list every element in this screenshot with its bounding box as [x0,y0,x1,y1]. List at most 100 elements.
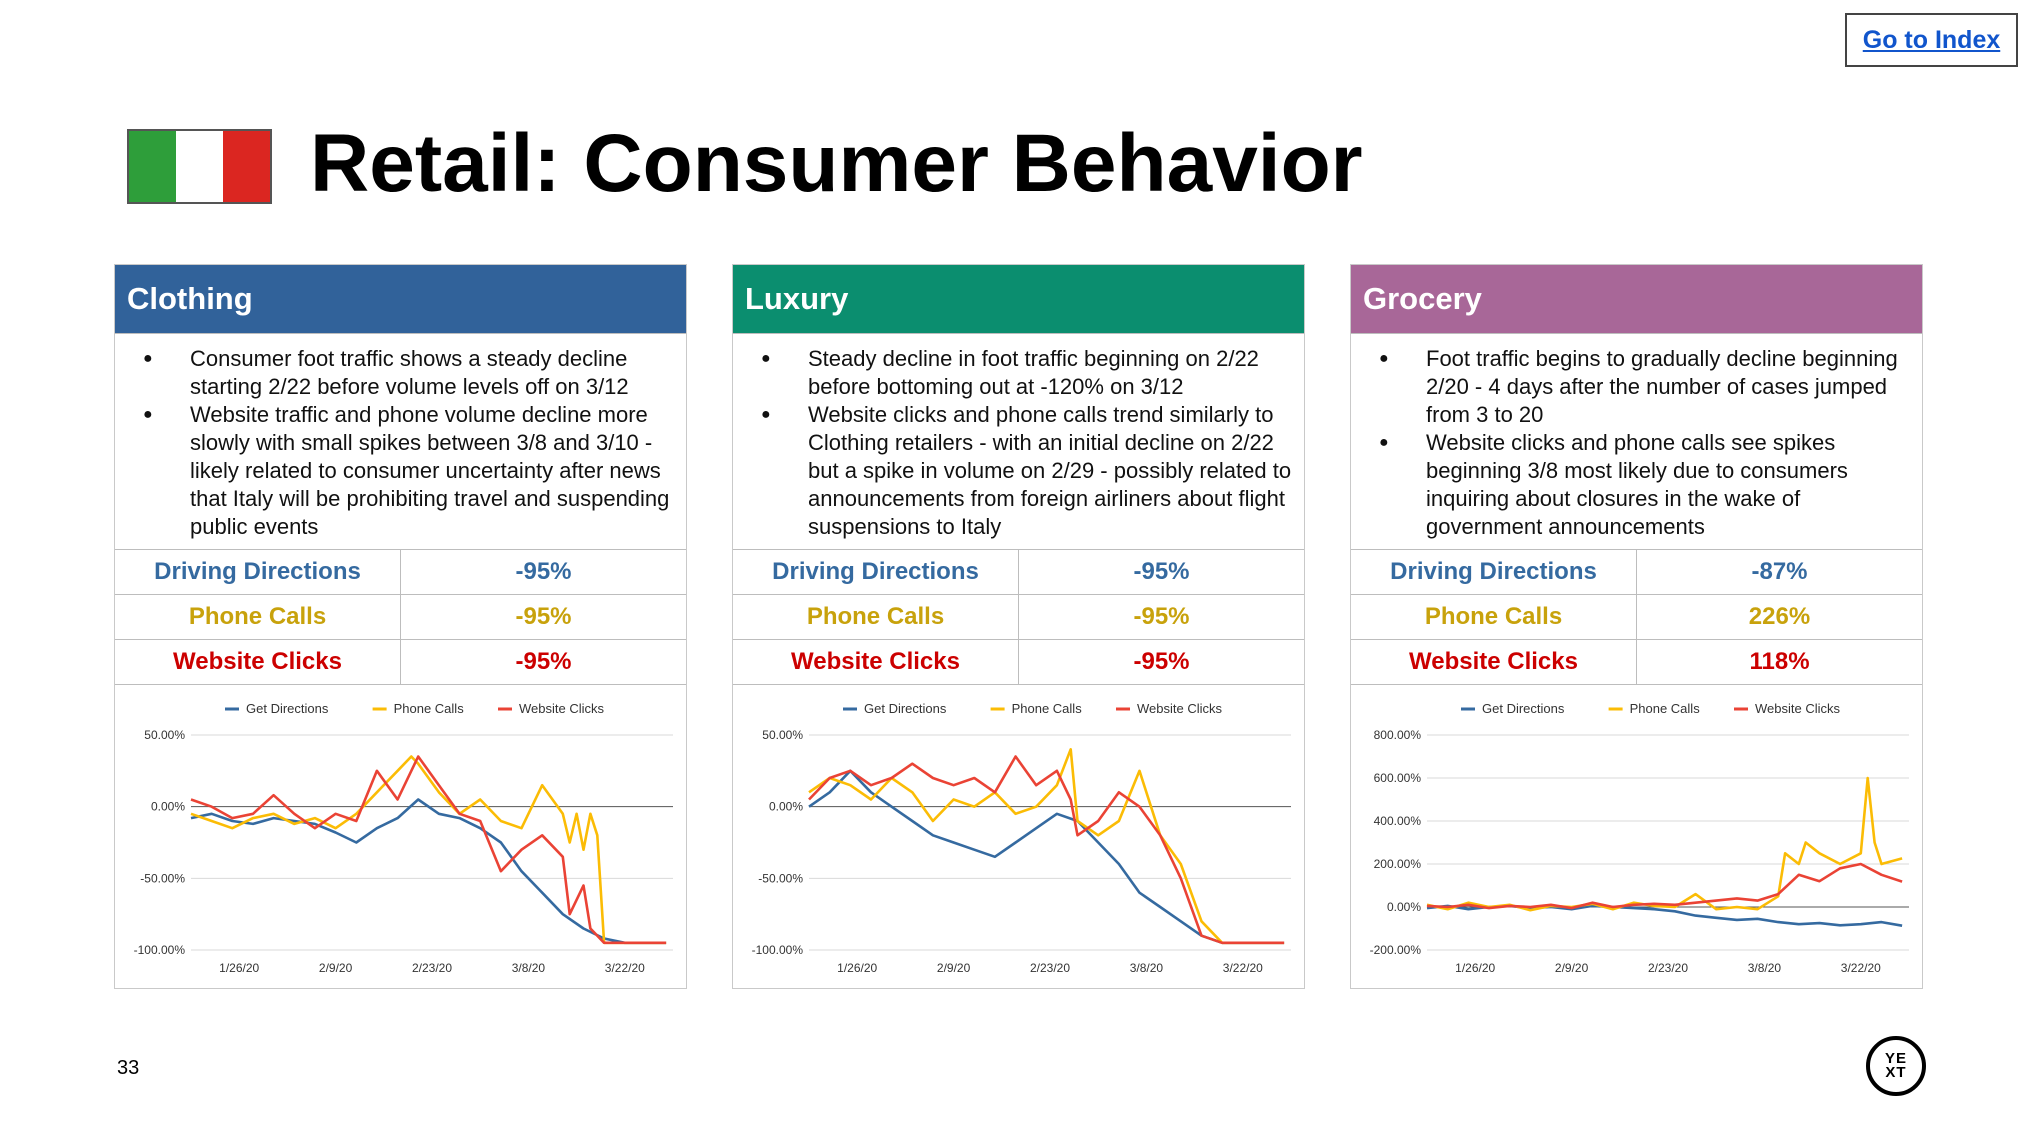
stats-table: Driving Directions -87% Phone Calls 226%… [1351,550,1922,685]
y-tick-label: 200.00% [1374,857,1422,871]
y-tick-label: 600.00% [1374,771,1422,785]
line-chart-luxury: Get Directions Phone Calls Website Clicks 5… [752,701,1291,975]
card-description: Steady decline in foot traffic beginning… [733,333,1304,550]
stat-label: Driving Directions [115,550,401,595]
card-title: Clothing [115,265,686,333]
stat-value: -95% [1018,594,1304,640]
x-tick-label: 2/23/20 [1030,961,1070,975]
legend-label: Website Clicks [1755,701,1841,716]
legend-label: Phone Calls [1630,701,1701,716]
legend-label: Get Directions [1482,701,1565,716]
legend-label: Phone Calls [394,701,465,716]
stats-table: Driving Directions -95% Phone Calls -95%… [115,550,686,685]
stat-label: Website Clicks [115,639,401,685]
stat-row-directions: Driving Directions -95% [115,550,686,595]
x-tick-label: 3/8/20 [512,961,546,975]
logo-text-top: YE [1884,1050,1907,1067]
stat-row-phone: Phone Calls -95% [733,594,1304,640]
legend-label: Website Clicks [1137,701,1223,716]
x-tick-label: 2/23/20 [412,961,452,975]
chart-container: Get Directions Phone Calls Website Clicks 5… [115,685,686,985]
x-tick-label: 1/26/20 [837,961,877,975]
flag-stripe-red [223,131,270,202]
stat-row-web: Website Clicks -95% [115,639,686,685]
x-tick-label: 2/9/20 [1555,961,1589,975]
series-line-get-directions [1426,904,1903,927]
stat-label: Phone Calls [1351,594,1637,640]
x-tick-label: 2/9/20 [319,961,353,975]
x-tick-label: 2/23/20 [1648,961,1688,975]
bullet: Foot traffic begins to gradually decline… [1379,345,1912,429]
y-tick-label: 0.00% [151,800,185,814]
y-tick-label: 50.00% [762,728,803,742]
y-tick-label: -100.00% [134,943,186,957]
card-title: Luxury [733,265,1304,333]
chart-container: Get Directions Phone Calls Website Clicks 5… [733,685,1304,985]
x-tick-label: 3/8/20 [1130,961,1164,975]
go-to-index-link[interactable]: Go to Index [1862,25,2001,54]
y-tick-label: 50.00% [144,728,185,742]
flag-stripe-green [129,131,176,202]
bullet: Website clicks and phone calls trend sim… [761,401,1294,541]
stats-table: Driving Directions -95% Phone Calls -95%… [733,550,1304,685]
card-description: Consumer foot traffic shows a steady dec… [115,333,686,550]
italy-flag [127,129,272,204]
y-tick-label: 400.00% [1374,814,1422,828]
bullet: Website traffic and phone volume decline… [143,401,676,541]
line-chart-grocery: Get Directions Phone Calls Website Clicks 8… [1370,701,1909,975]
x-tick-label: 3/22/20 [605,961,645,975]
legend-label: Get Directions [864,701,947,716]
stat-value: -95% [400,639,686,685]
stat-label: Driving Directions [733,550,1019,595]
stat-row-web: Website Clicks 118% [1351,639,1922,685]
y-tick-label: 800.00% [1374,728,1422,742]
go-to-index-box: Go to Index [1845,13,2018,67]
legend-label: Website Clicks [519,701,605,716]
bullet: Website clicks and phone calls see spike… [1379,429,1912,541]
stat-value: 118% [1636,639,1922,685]
stat-row-directions: Driving Directions -95% [733,550,1304,595]
stat-label: Driving Directions [1351,550,1637,595]
stat-label: Phone Calls [115,594,401,640]
legend-label: Phone Calls [1012,701,1083,716]
x-tick-label: 1/26/20 [219,961,259,975]
y-tick-label: 0.00% [1387,900,1421,914]
page-number: 33 [117,1057,140,1079]
stat-value: -87% [1636,550,1922,595]
y-tick-label: -50.00% [758,871,803,885]
x-tick-label: 3/22/20 [1223,961,1263,975]
chart-container: Get Directions Phone Calls Website Clicks 8… [1351,685,1922,985]
stat-row-phone: Phone Calls 226% [1351,594,1922,640]
x-tick-label: 3/8/20 [1748,961,1782,975]
stat-value: -95% [400,550,686,595]
yext-logo: YE XT [1866,1036,1926,1096]
card-clothing: Clothing Consumer foot traffic shows a s… [114,264,687,989]
card-grocery: Grocery Foot traffic begins to gradually… [1350,264,1923,989]
stat-value: -95% [1018,550,1304,595]
series-line-phone-calls [190,755,667,945]
page-title: Retail: Consumer Behavior [310,118,1363,209]
series-line-website-clicks [808,755,1285,945]
stat-row-web: Website Clicks -95% [733,639,1304,685]
series-line-website-clicks [1426,862,1903,910]
series-line-get-directions [190,798,667,945]
stat-value: 226% [1636,594,1922,640]
x-tick-label: 3/22/20 [1841,961,1881,975]
stat-label: Phone Calls [733,594,1019,640]
card-description: Foot traffic begins to gradually decline… [1351,333,1922,550]
logo-text-bottom: XT [1885,1064,1907,1081]
stat-label: Website Clicks [733,639,1019,685]
x-tick-label: 2/9/20 [937,961,971,975]
series-line-phone-calls [1426,776,1903,912]
bullet: Steady decline in foot traffic beginning… [761,345,1294,401]
y-tick-label: 0.00% [769,800,803,814]
stat-label: Website Clicks [1351,639,1637,685]
y-tick-label: -50.00% [140,871,185,885]
flag-stripe-white [176,131,223,202]
y-tick-label: -200.00% [1370,943,1422,957]
card-title: Grocery [1351,265,1922,333]
stat-row-directions: Driving Directions -87% [1351,550,1922,595]
line-chart-clothing: Get Directions Phone Calls Website Clicks 5… [134,701,673,975]
stat-row-phone: Phone Calls -95% [115,594,686,640]
legend-label: Get Directions [246,701,329,716]
